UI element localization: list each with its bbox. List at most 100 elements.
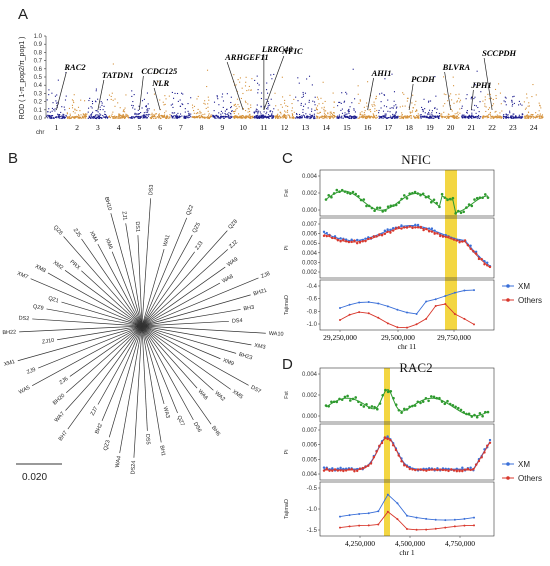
manhattan-point (345, 115, 347, 117)
manhattan-point (369, 109, 371, 111)
nfic-pi-line-xm (323, 225, 491, 267)
manhattan-point (363, 106, 365, 108)
manhattan-point (494, 111, 496, 113)
manhattan-point (489, 93, 491, 95)
tree-leaf-label: QZ8 (227, 219, 239, 231)
manhattan-point (187, 117, 189, 119)
rac2-fst-point (481, 414, 484, 418)
manhattan-point (133, 94, 135, 96)
nfic-pi-point (372, 235, 375, 238)
manhattan-point (363, 116, 365, 118)
manhattan-point (475, 117, 477, 119)
manhattan-point (395, 113, 397, 115)
rac2-fst-point (432, 395, 436, 399)
manhattan-point (208, 99, 210, 101)
manhattan-gene-label: CCDC125 (141, 66, 178, 76)
manhattan-point (513, 102, 515, 104)
manhattan-point (289, 116, 291, 118)
rac2-x-tick-label: 4,500,000 (395, 539, 425, 548)
manhattan-point (404, 115, 406, 117)
rac2-fst-point (457, 406, 460, 410)
manhattan-point (152, 116, 154, 118)
manhattan-point (174, 115, 177, 117)
tree-leaf-label: WA3 (162, 406, 171, 419)
manhattan-point (454, 117, 456, 119)
tree-branch (143, 249, 165, 319)
rac2-fst-point (478, 412, 482, 415)
manhattan-point (173, 117, 175, 119)
manhattan-point (266, 117, 268, 119)
nfic-tick-label: 0.002 (302, 191, 318, 197)
manhattan-point (95, 90, 97, 92)
manhattan-point (142, 114, 144, 117)
manhattan-point (463, 115, 465, 118)
manhattan-point (206, 69, 209, 71)
manhattan-point (255, 116, 258, 118)
manhattan-point (210, 115, 212, 117)
manhattan-point (71, 99, 73, 101)
manhattan-point (212, 114, 214, 117)
manhattan-point (160, 114, 163, 116)
manhattan-point (275, 115, 277, 117)
manhattan-point (435, 112, 438, 114)
manhattan-point (362, 117, 364, 119)
nfic-fst-point (373, 209, 376, 213)
manhattan-point (318, 116, 320, 118)
manhattan-point (188, 112, 190, 114)
manhattan-point (342, 117, 344, 119)
manhattan-point (291, 115, 294, 117)
manhattan-point (226, 113, 229, 115)
manhattan-point (301, 115, 303, 117)
manhattan-point (267, 114, 270, 116)
manhattan-point (462, 114, 464, 116)
manhattan-point (111, 116, 113, 118)
manhattan-point (348, 109, 350, 111)
manhattan-point (332, 117, 334, 119)
manhattan-point (308, 75, 311, 77)
manhattan-point (93, 115, 95, 117)
manhattan-chr-tick-label: 3 (96, 123, 100, 132)
manhattan-point (505, 117, 507, 119)
manhattan-point (176, 92, 179, 95)
manhattan-point (349, 115, 351, 117)
manhattan-point (299, 115, 302, 117)
manhattan-point (146, 92, 148, 94)
manhattan-point (256, 114, 258, 117)
manhattan-point (234, 110, 236, 112)
manhattan-point (483, 115, 485, 117)
manhattan-point (98, 117, 100, 119)
manhattan-point (163, 104, 165, 106)
tree-branch (165, 294, 251, 320)
manhattan-point (513, 95, 515, 97)
rac2-tick-label: 0.000 (302, 414, 318, 420)
manhattan-point (363, 112, 365, 114)
manhattan-point (368, 117, 371, 119)
manhattan-point (283, 116, 285, 118)
manhattan-point (79, 117, 81, 119)
nfic-pi-point (463, 239, 467, 242)
manhattan-point (93, 117, 95, 119)
manhattan-point (284, 110, 286, 112)
manhattan-point (408, 115, 411, 117)
manhattan-point (256, 109, 258, 111)
manhattan-point (316, 108, 318, 110)
manhattan-point (278, 116, 280, 118)
manhattan-point (516, 116, 518, 118)
manhattan-point (212, 114, 214, 116)
manhattan-point (338, 117, 340, 119)
manhattan-point (443, 111, 445, 113)
manhattan-point (164, 103, 166, 105)
manhattan-point (373, 116, 375, 118)
manhattan-point (487, 108, 490, 111)
manhattan-point (314, 117, 316, 119)
manhattan-point (489, 113, 491, 115)
manhattan-point (451, 99, 453, 101)
manhattan-point (383, 115, 385, 117)
manhattan-point (95, 114, 97, 116)
manhattan-point (314, 104, 316, 106)
manhattan-point (518, 100, 520, 102)
manhattan-point (517, 117, 519, 119)
manhattan-point (296, 117, 298, 119)
tree-branch (122, 308, 143, 327)
manhattan-point (195, 113, 197, 115)
